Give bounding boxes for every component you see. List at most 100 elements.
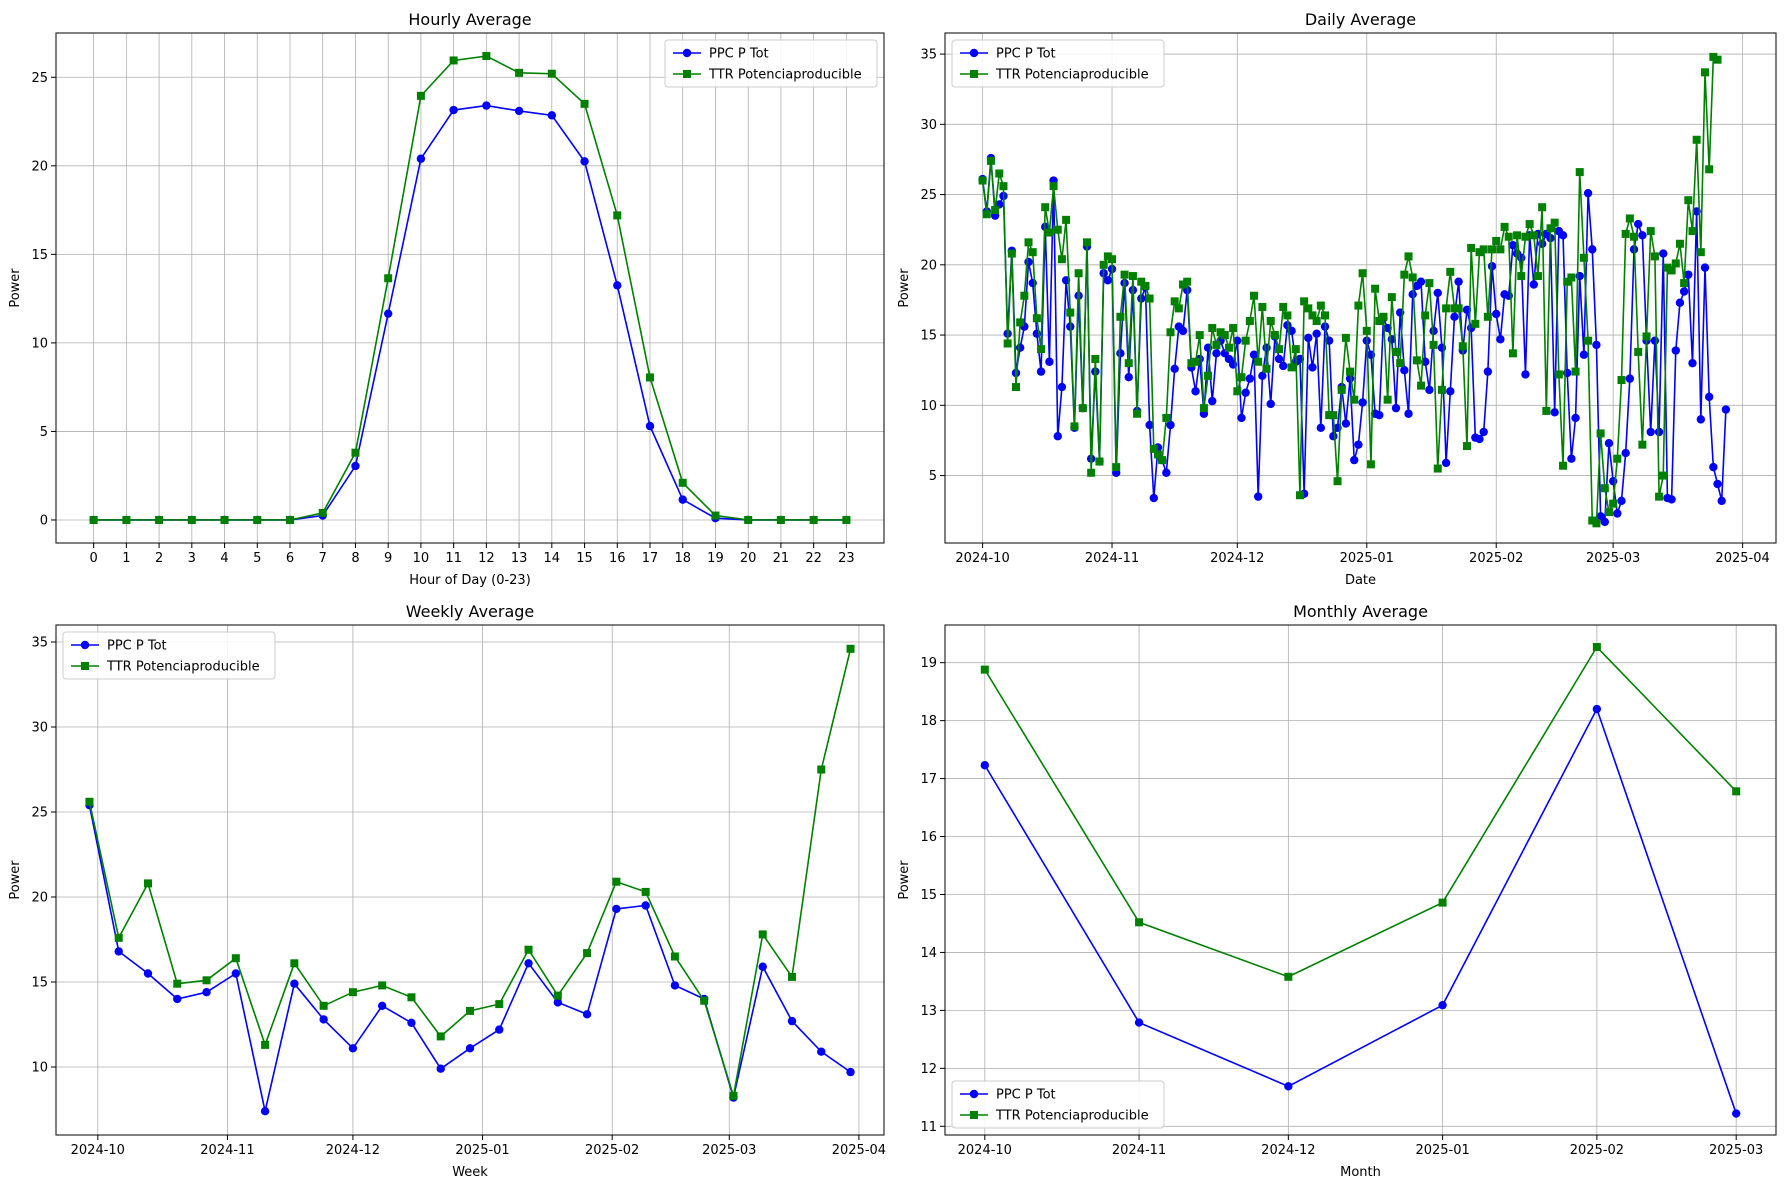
data-point: [1546, 224, 1555, 233]
data-point: [1254, 357, 1263, 366]
data-point: [1045, 228, 1054, 237]
data-point: [1120, 270, 1129, 279]
data-point: [495, 1025, 504, 1034]
data-point: [1212, 340, 1221, 349]
data-point: [286, 515, 294, 524]
data-point: [1421, 311, 1430, 320]
data-point: [1663, 263, 1672, 272]
data-point: [1066, 308, 1075, 317]
data-point: [407, 993, 416, 1002]
data-point: [449, 56, 458, 65]
data-point: [1262, 343, 1271, 352]
data-point: [1183, 277, 1192, 286]
series-line-ttr-potenciaproducible: [984, 645, 1737, 978]
data-point: [1550, 408, 1559, 417]
data-point: [1696, 248, 1705, 257]
data-point: [261, 1040, 270, 1049]
data-point: [1513, 231, 1522, 240]
data-point: [1650, 336, 1660, 345]
data-point: [1492, 236, 1501, 245]
x-axis-label: Week: [452, 1165, 488, 1180]
data-point: [1300, 297, 1309, 306]
data-point: [1667, 495, 1676, 504]
data-point: [1262, 364, 1271, 373]
data-point: [613, 211, 622, 220]
data-point: [1575, 168, 1584, 177]
data-point: [1324, 336, 1334, 345]
x-tick-label: 12: [478, 551, 495, 566]
y-axis-label: Power: [8, 268, 23, 308]
data-point: [1024, 257, 1033, 267]
series-line-ppc-p-tot: [981, 157, 1727, 525]
data-point: [670, 981, 680, 990]
series-line-ttr-potenciaproducible: [88, 648, 852, 1097]
data-point: [612, 904, 621, 914]
data-point: [1237, 413, 1246, 423]
data-point: [436, 1064, 445, 1073]
plot-area: [978, 52, 1731, 528]
data-point: [641, 887, 650, 896]
legend: PPC P Tot TTR Potenciaproducible: [951, 1080, 1165, 1129]
legend-box: [951, 1080, 1165, 1129]
data-point: [1692, 135, 1701, 144]
series-line-ppc-p-tot: [93, 104, 847, 521]
data-point: [1375, 317, 1384, 326]
axes-frame: [55, 624, 885, 1136]
data-point: [495, 1000, 504, 1009]
y-tick-label: 17: [920, 772, 937, 787]
data-point: [348, 1044, 358, 1053]
data-point: [711, 511, 720, 520]
legend-marker: [682, 48, 692, 58]
data-point: [678, 495, 687, 504]
y-tick-label: 12: [920, 1062, 937, 1077]
chart-monthly: 2024-10 2024-11 2024-12 2025-01 2025-02 2025-…: [897, 602, 1777, 1180]
data-point: [1688, 227, 1697, 236]
data-point: [1124, 373, 1133, 382]
data-point: [1438, 898, 1447, 907]
data-point: [1563, 368, 1572, 378]
x-tick-label: 2025-02: [1570, 1143, 1624, 1158]
y-tick-label: 25: [31, 806, 48, 821]
data-point: [1446, 267, 1455, 276]
data-point: [1082, 238, 1091, 247]
data-point: [220, 515, 229, 524]
data-point: [482, 101, 491, 110]
y-tick-label: 15: [920, 888, 937, 903]
legend-label: PPC P Tot: [107, 639, 167, 654]
data-point: [1732, 787, 1741, 796]
data-point: [1057, 382, 1067, 392]
y-tick-label: 20: [31, 891, 48, 906]
data-point: [1709, 462, 1718, 472]
data-point: [114, 933, 123, 942]
data-point: [1078, 404, 1087, 413]
data-point: [1316, 301, 1325, 310]
data-point: [1333, 477, 1342, 486]
x-axis-label: Hour of Day (0-23): [409, 573, 531, 588]
data-point: [1358, 398, 1367, 407]
data-point: [1521, 370, 1530, 379]
data-point: [1350, 395, 1359, 404]
x-tick-label: 2024-10: [71, 1143, 125, 1158]
x-tick-label: 19: [707, 551, 724, 566]
data-point: [1237, 373, 1246, 382]
data-point: [1170, 297, 1179, 306]
data-point: [1596, 429, 1605, 438]
data-point: [1258, 302, 1267, 311]
data-point: [1007, 249, 1016, 258]
x-tick-label: 2025-04: [1715, 551, 1769, 566]
data-point: [1634, 347, 1643, 356]
data-point: [290, 959, 299, 968]
legend-box: [951, 39, 1165, 88]
data-point: [1284, 972, 1293, 981]
data-point: [1375, 410, 1384, 420]
data-point: [1592, 340, 1601, 350]
data-point: [1617, 496, 1626, 506]
y-axis-label: Power: [8, 860, 23, 900]
chart-daily: 2024-10 2024-11 2024-12 2025-01 2025-02 2025-…: [897, 10, 1777, 588]
data-point: [1625, 214, 1634, 223]
data-point: [1284, 1082, 1293, 1091]
data-point: [1191, 387, 1200, 396]
data-point: [1721, 405, 1731, 414]
data-point: [547, 111, 557, 120]
data-point: [1679, 287, 1689, 296]
